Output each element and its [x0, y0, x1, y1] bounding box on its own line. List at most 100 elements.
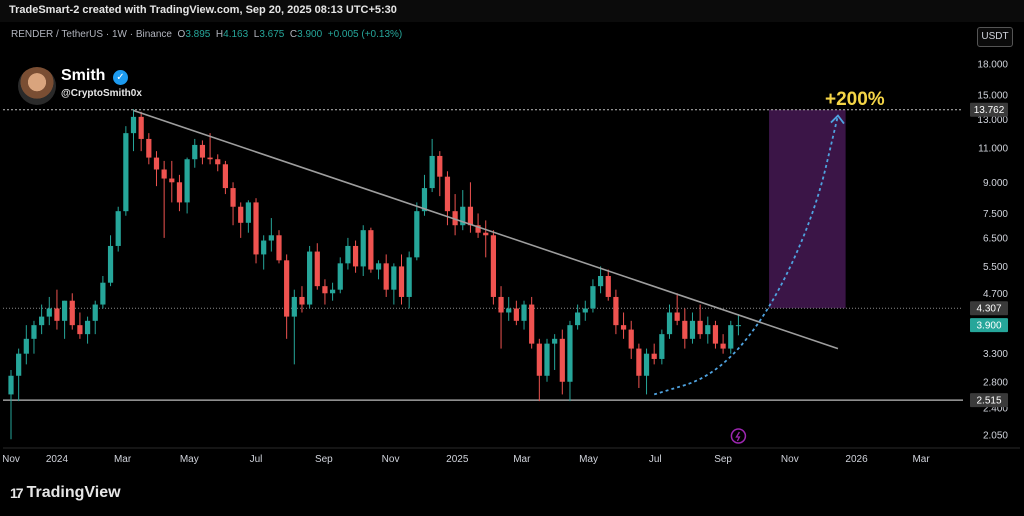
- candle-body: [590, 286, 596, 309]
- y-tick-label: 5.500: [983, 262, 1008, 273]
- change-value: +0.005 (+0.13%): [327, 29, 403, 40]
- candle-body: [559, 338, 565, 382]
- x-tick-label: 2025: [446, 454, 469, 465]
- candle-body: [268, 235, 274, 241]
- x-tick-label: Mar: [114, 454, 132, 465]
- high-value: 4.163: [223, 29, 249, 40]
- candle-body: [153, 157, 160, 170]
- candle-body: [567, 325, 573, 382]
- x-tick-label: Nov: [382, 454, 400, 465]
- candle-body: [100, 282, 106, 305]
- candle-body: [46, 308, 52, 317]
- candle-body: [222, 164, 228, 189]
- candle-body: [544, 343, 550, 376]
- candle-body: [8, 375, 14, 395]
- candle-body: [69, 300, 75, 326]
- candle-body: [513, 308, 519, 321]
- candle-body: [475, 225, 481, 233]
- candle-body: [199, 144, 206, 158]
- title-bar: TradeSmart-2 created with TradingView.co…: [0, 0, 1024, 22]
- candle-body: [490, 235, 496, 297]
- candle-body: [207, 157, 213, 160]
- candle-body: [452, 211, 458, 226]
- candle-body: [398, 266, 405, 297]
- candle-body: [682, 320, 688, 339]
- y-tick-label: 7.500: [983, 209, 1008, 220]
- tradingview-logo[interactable]: 17 TradingView: [10, 484, 121, 502]
- y-tick-label: 3.300: [983, 349, 1008, 360]
- price-badge: [970, 318, 1008, 333]
- y-tick-label: 9.000: [983, 178, 1008, 189]
- x-tick-label: May: [180, 454, 199, 465]
- candle-body: [735, 325, 742, 327]
- close-key: C: [289, 29, 298, 40]
- candle-body: [414, 211, 420, 258]
- descending-trendline: [133, 109, 839, 350]
- candle-body: [352, 245, 359, 267]
- candle-body: [245, 202, 251, 223]
- y-tick-label: 6.500: [983, 233, 1008, 244]
- candle-body: [130, 116, 137, 134]
- currency-button[interactable]: USDT: [977, 27, 1013, 47]
- price-badge: [970, 102, 1008, 117]
- candle-body: [16, 353, 22, 376]
- price-badge-label: 2.515: [976, 396, 1001, 407]
- candle-body: [284, 260, 290, 317]
- x-tick-label: Nov: [781, 454, 799, 465]
- price-chart[interactable]: 18.000 15.000 13.000 11.000 9.000 7.500 6.500 5…: [3, 22, 1020, 470]
- candle-body: [238, 206, 244, 223]
- x-tick-label: 2026: [845, 454, 868, 465]
- candle-body: [123, 133, 129, 212]
- price-badge-label: 13.762: [974, 105, 1005, 116]
- candle-body: [697, 320, 703, 335]
- candle-body: [666, 312, 673, 335]
- candle-body: [712, 325, 719, 344]
- x-tick-label: Mar: [513, 454, 531, 465]
- verified-check-icon: ✓: [113, 70, 128, 85]
- candle-body: [720, 343, 726, 349]
- chart-panel[interactable]: 18.000 15.000 13.000 11.000 9.000 7.500 6.500 5…: [3, 22, 1020, 470]
- candle-body: [329, 289, 336, 294]
- target-gain-label: +200%: [825, 89, 885, 110]
- x-tick-label: Jul: [649, 454, 662, 465]
- candle-body: [674, 312, 680, 321]
- projection-curve: [653, 115, 839, 396]
- candle-body: [659, 334, 665, 359]
- candle-body: [337, 263, 343, 290]
- candle-body: [107, 245, 114, 283]
- y-tick-label: 2.400: [983, 404, 1008, 415]
- symbol-name: RENDER / TetherUS · 1W · Binance: [11, 29, 172, 40]
- candle-body: [161, 169, 167, 179]
- candle-body: [406, 257, 412, 297]
- author-name: Smith: [61, 67, 106, 84]
- candle-body: [192, 144, 198, 160]
- candle-body: [77, 325, 83, 335]
- candle-body: [31, 325, 37, 339]
- candle-body: [506, 308, 512, 313]
- candle-body: [184, 159, 190, 203]
- candle-body: [429, 155, 435, 189]
- candle-body: [146, 138, 152, 158]
- candle-body: [460, 206, 466, 226]
- low-value: 3.675: [259, 29, 285, 40]
- candle-body: [61, 300, 68, 321]
- y-tick-label: 13.000: [977, 115, 1008, 126]
- candle-body: [705, 325, 711, 335]
- candle-body: [467, 206, 474, 226]
- price-badge-label: 3.900: [976, 321, 1001, 332]
- symbol-legend: RENDER / TetherUS · 1W · Binance O3.895 …: [11, 29, 402, 40]
- candle-body: [215, 159, 221, 165]
- open-value: 3.895: [185, 29, 211, 40]
- x-tick-label: Nov: [3, 454, 20, 465]
- candle-body: [521, 304, 527, 321]
- candle-body: [92, 304, 98, 321]
- author-handle: @CryptoSmith0x: [61, 88, 142, 99]
- candle-body: [115, 211, 121, 246]
- x-tick-label: Jul: [250, 454, 263, 465]
- event-lightning-icon: [730, 428, 747, 444]
- x-tick-label: Sep: [714, 454, 732, 465]
- candle-body: [360, 230, 366, 267]
- y-tick-label: 11.000: [978, 144, 1008, 155]
- candle-body: [375, 263, 382, 270]
- candle-body: [261, 240, 267, 255]
